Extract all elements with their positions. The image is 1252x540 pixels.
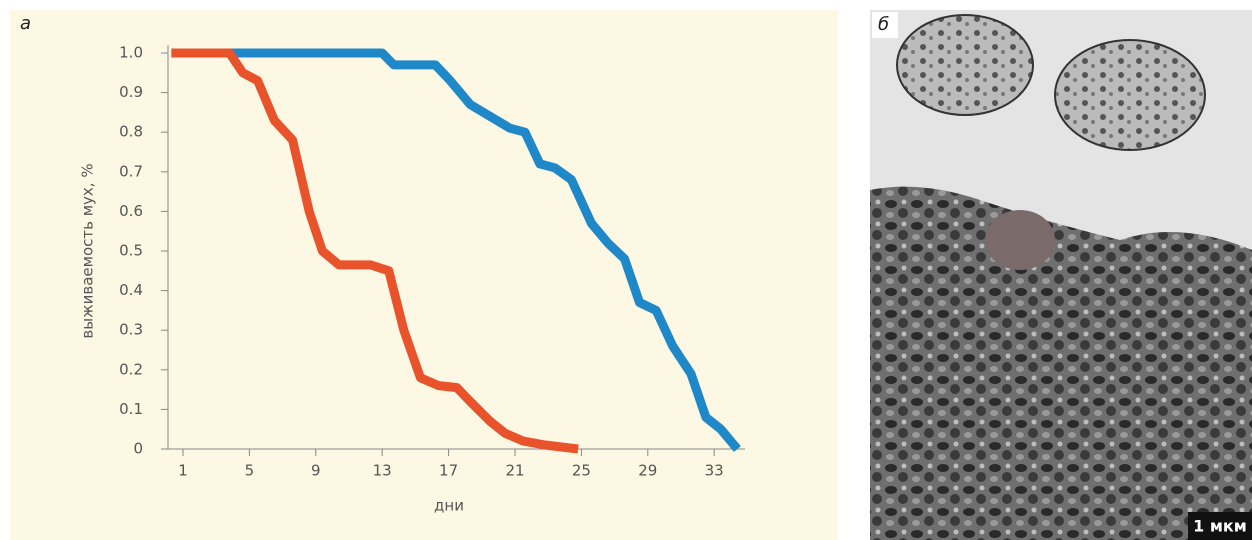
y-tick-label: 0.4 <box>119 281 143 299</box>
x-tick-label: 29 <box>638 462 657 480</box>
panel-b-label-box <box>872 12 898 38</box>
panel-label: б <box>878 14 889 35</box>
x-tick-label: 9 <box>311 462 321 480</box>
y-tick-label: 0 <box>133 440 143 458</box>
x-tick-label: 33 <box>705 462 724 480</box>
x-axis-label: дни <box>434 497 464 515</box>
x-tick-label: 21 <box>505 462 524 480</box>
y-axis-label: выживаемость мух, % <box>79 163 97 338</box>
y-tick-label: 0.3 <box>119 321 143 339</box>
y-tick-label: 0.9 <box>119 83 143 101</box>
scale-bar-box <box>1188 512 1252 540</box>
y-tick-label: 1.0 <box>119 44 143 62</box>
panel-label: а <box>20 13 31 34</box>
y-tick-label: 0.6 <box>119 202 143 220</box>
x-tick-label: 13 <box>373 462 392 480</box>
y-tick-label: 0.5 <box>119 242 143 260</box>
survival-line <box>171 48 579 454</box>
micrograph <box>870 10 1252 540</box>
scale-bar-label: 1 мкм <box>1193 517 1247 536</box>
y-tick-label: 0.2 <box>119 360 143 378</box>
x-tick-label: 1 <box>178 462 188 480</box>
y-tick-label: 0.7 <box>119 162 143 180</box>
panel-a-background <box>10 10 838 540</box>
x-tick-label: 25 <box>572 462 591 480</box>
x-tick-label: 17 <box>439 462 458 480</box>
x-tick-label: 5 <box>245 462 255 480</box>
survival-line <box>171 48 741 452</box>
y-tick-label: 0.1 <box>119 400 143 418</box>
y-tick-label: 0.8 <box>119 123 143 141</box>
